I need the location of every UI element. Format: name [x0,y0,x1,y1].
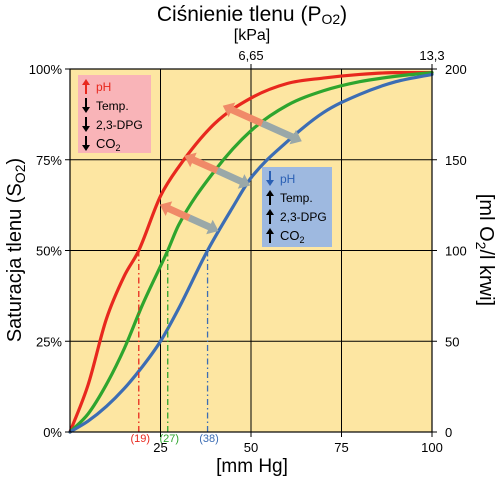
y-tick-label-left: 0% [43,425,62,440]
legend-label: Temp. [280,191,313,205]
legend-arrowhead [82,79,90,85]
x-tick-label: 75 [334,440,348,455]
p50-lines: (19) (27) (38) [130,250,219,445]
p50-label-1: (27) [159,433,179,445]
y-tick-label-left: 25% [36,334,62,349]
legend-arrowhead [82,107,90,113]
y-tick-label-right: 200 [445,62,467,77]
p50-label-2: (38) [199,433,219,445]
y-tick-label-right: 50 [445,334,459,349]
shift-arrow-1 [184,152,251,189]
legend-right: pH Temp. 2,3-DPG CO2 [262,167,332,247]
shift-arrow-right-head [187,214,219,235]
x-tick-label: 100 [421,440,443,455]
y-tick-label-right: 150 [445,153,467,168]
shift-arrow-left-head [159,201,191,221]
legend-arrowhead [82,126,90,132]
legends: pH Temp. 2,3-DPG CO2 pH Temp. 2,3-DPG CO2 [78,75,332,247]
chart-title: Ciśnienie tlenu (PO2) [157,3,347,27]
p50-label-0: (19) [130,433,150,445]
legend-arrowhead [266,190,274,196]
legend-label: pH [96,80,111,94]
legend-arrowhead [266,180,274,186]
shift-arrow-0 [222,102,302,145]
legend-label: 2,3-DPG [280,210,327,224]
legend-label: CO2 [280,228,305,245]
legend-label: Temp. [96,99,129,113]
shift-arrows [159,102,302,235]
y-tick-label-left: 100% [29,62,63,77]
top-axis-unit: [kPa] [234,27,270,44]
y-axis-label-right: [ml O2/l krwi] [473,194,497,306]
shift-arrow-2 [159,201,219,235]
shift-arrow-right-head [215,167,251,189]
legend-label: pH [280,172,295,186]
x-tick-label: 50 [244,440,258,455]
top-tick-label: 13,3 [419,48,444,63]
shift-arrow-left-head [222,102,264,127]
y-tick-label-left: 50% [36,244,62,259]
legend-left: pH Temp. 2,3-DPG CO2 [78,75,151,153]
legend-label: CO2 [96,136,121,153]
series-line-1 [68,71,434,434]
y-tick-label-right: 100 [445,244,467,259]
legend-left-box [78,75,151,153]
x-tick-label: 25 [153,440,167,455]
shift-arrow-left-head [184,152,219,174]
legend-arrowhead [82,145,90,151]
axes: 25 50 75 100 6,65 13,3 0% 25% 50% 75% 100% 0 50 100 15… [29,48,467,455]
legend-arrowhead [266,228,274,234]
y-tick-label-right: 0 [445,425,452,440]
legend-label: 2,3-DPG [96,118,143,132]
shift-arrow-right-head [260,120,302,145]
y-axis-label-left: Saturacja tlenu (SO2) [4,158,28,342]
top-tick-label: 6,65 [238,48,263,63]
x-axis-label: [mm Hg] [216,456,288,477]
series-line-0 [68,71,434,434]
y-tick-label-left: 75% [36,153,62,168]
legend-arrowhead [266,209,274,215]
